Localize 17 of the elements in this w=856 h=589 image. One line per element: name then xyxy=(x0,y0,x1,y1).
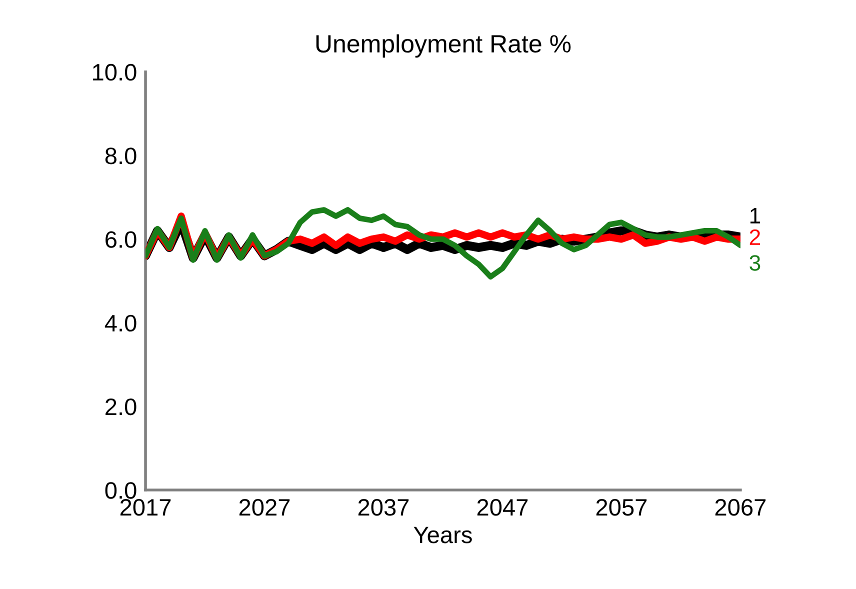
series-label: 1 xyxy=(750,208,760,224)
y-tick-label: 6.0 xyxy=(106,231,136,248)
y-tick-label: 4.0 xyxy=(104,314,136,332)
y-tick-label: 8.0 xyxy=(105,148,136,164)
x-tick-label: 2037 xyxy=(358,499,409,516)
x-tick-label: 2047 xyxy=(477,499,528,516)
series-label: 2 xyxy=(750,229,760,245)
x-axis-title: Years xyxy=(414,526,472,544)
y-tick-label: 2.0 xyxy=(106,398,136,416)
x-tick-label: 2067 xyxy=(715,499,766,516)
series-label: 3 xyxy=(750,255,760,271)
x-tick-label: 2027 xyxy=(239,499,290,516)
chart-title: Unemployment Rate % xyxy=(316,34,571,58)
x-tick-label: 2017 xyxy=(120,499,171,516)
y-tick-label: 10.0 xyxy=(93,64,136,81)
x-tick-label: 2057 xyxy=(596,499,647,516)
y-tick-label: 0.0 xyxy=(105,482,136,499)
